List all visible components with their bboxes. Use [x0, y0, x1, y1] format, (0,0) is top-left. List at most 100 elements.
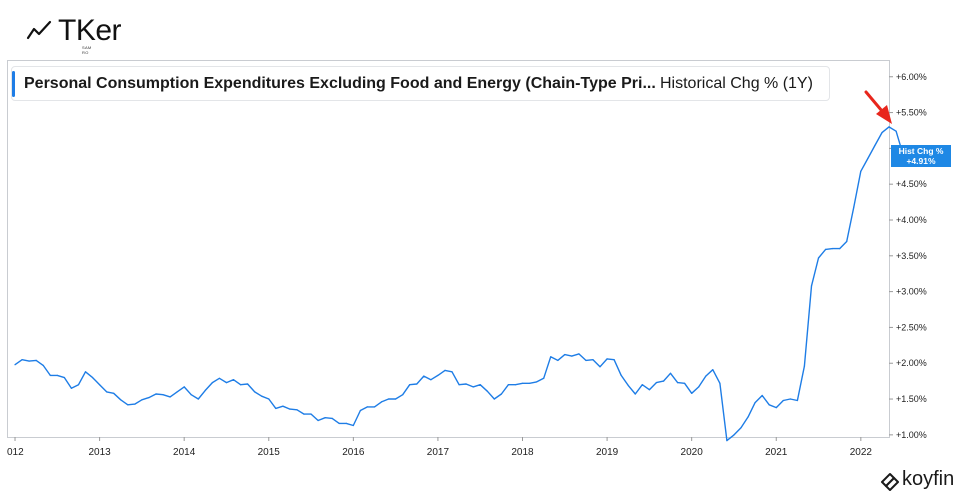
chart-subtitle: Historical Chg % (1Y): [660, 75, 813, 92]
y-tick-label: +2.50%: [896, 322, 927, 332]
data-point: [380, 401, 383, 403]
data-point: [84, 371, 87, 373]
data-point: [521, 382, 524, 384]
data-point: [641, 384, 643, 386]
data-point: [634, 393, 636, 395]
data-point: [578, 353, 580, 355]
data-point: [35, 359, 37, 361]
chart-title: Personal Consumption Expenditures Exclud…: [24, 75, 656, 92]
logo-subtext: SAM RO: [82, 45, 92, 55]
data-point: [148, 397, 150, 399]
data-point: [338, 422, 340, 424]
x-tick-label: 2013: [88, 447, 111, 458]
data-point: [92, 377, 94, 379]
data-point: [606, 358, 608, 360]
data-point: [747, 416, 749, 418]
data-point: [232, 379, 235, 381]
data-point: [754, 402, 756, 404]
data-point: [486, 390, 488, 392]
x-tick-label: 2020: [681, 447, 704, 458]
x-tick-label: 2019: [596, 447, 619, 458]
data-point: [825, 248, 827, 250]
data-point: [176, 391, 178, 393]
data-point: [733, 434, 735, 436]
series-line: [14, 126, 904, 442]
data-point: [303, 413, 305, 415]
y-tick-label: +4.50%: [896, 179, 927, 189]
x-tick-label: 2015: [258, 447, 281, 458]
data-point: [846, 240, 848, 243]
data-point: [261, 395, 263, 397]
data-point: [817, 257, 820, 259]
data-point: [550, 356, 552, 358]
data-point: [183, 386, 185, 388]
data-point: [218, 377, 220, 379]
data-point: [99, 384, 101, 386]
data-point: [627, 384, 629, 386]
data-point: [331, 417, 333, 419]
data-point: [543, 377, 545, 379]
data-point: [56, 374, 58, 376]
data-point: [853, 206, 855, 208]
data-point: [28, 360, 30, 362]
data-point: [698, 386, 700, 388]
data-point: [324, 417, 326, 419]
data-point: [197, 398, 199, 400]
data-point: [268, 398, 270, 400]
y-tick-label: +1.00%: [896, 430, 927, 440]
koyfin-text: koyfin: [902, 468, 955, 490]
data-point: [599, 366, 601, 368]
data-point: [430, 379, 432, 381]
data-point: [620, 374, 622, 376]
data-point: [613, 359, 615, 361]
data-point: [21, 359, 23, 361]
x-tick-label: 2018: [511, 447, 534, 458]
data-point: [669, 372, 672, 374]
data-point: [416, 383, 418, 385]
data-point: [895, 130, 897, 132]
data-point: [648, 389, 651, 391]
data-point: [712, 369, 714, 371]
y-tick-label: +2.00%: [896, 358, 927, 368]
data-point: [134, 403, 136, 405]
x-tick-label: 2017: [427, 447, 450, 458]
data-point: [352, 424, 354, 427]
x-tick-label: 2021: [765, 447, 788, 458]
data-point: [254, 391, 256, 393]
data-point: [705, 375, 707, 377]
data-point: [395, 398, 397, 400]
data-point: [63, 377, 65, 379]
data-point: [677, 382, 679, 384]
data-point: [839, 248, 841, 250]
data-point: [472, 386, 474, 388]
data-point: [796, 399, 799, 402]
data-point: [42, 364, 44, 366]
data-point: [345, 422, 347, 424]
y-tick-label: +3.50%: [896, 251, 927, 261]
data-point: [169, 396, 171, 398]
data-point: [366, 406, 368, 408]
data-point: [120, 399, 122, 401]
chart-title-box: Personal Consumption Expenditures Exclud…: [11, 66, 830, 101]
data-point: [190, 394, 192, 396]
series-color-marker: [12, 71, 15, 97]
data-point: [458, 384, 460, 386]
plot-area: [7, 60, 890, 438]
data-point: [409, 384, 411, 386]
data-point: [888, 126, 890, 128]
data-point: [423, 375, 425, 377]
series-layer: [14, 126, 904, 442]
data-point: [388, 398, 390, 400]
data-point: [719, 382, 721, 384]
data-point: [289, 408, 291, 410]
data-point: [740, 427, 742, 429]
data-point: [655, 382, 658, 384]
data-point: [113, 392, 115, 394]
last-value-badge: Hist Chg % +4.91%: [891, 145, 951, 167]
data-point: [585, 359, 587, 361]
data-point: [247, 383, 249, 385]
data-point: [310, 413, 312, 415]
data-point: [225, 382, 228, 384]
data-point: [507, 384, 509, 386]
